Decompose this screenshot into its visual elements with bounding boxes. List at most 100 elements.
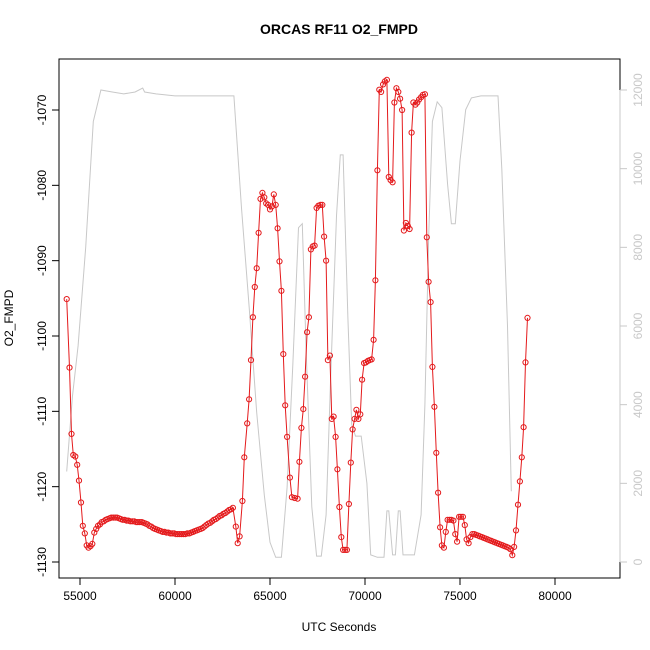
data-point <box>437 524 444 531</box>
data-point <box>332 433 339 440</box>
data-point <box>338 534 345 541</box>
data-point <box>510 543 518 551</box>
data-point <box>450 517 457 524</box>
data-point <box>431 403 438 410</box>
data-point <box>284 433 291 440</box>
chart-title: ORCAS RF11 O2_FMPD <box>260 21 418 37</box>
data-point <box>518 454 525 461</box>
data-point <box>456 513 463 520</box>
data-point <box>423 234 430 241</box>
data-point <box>433 449 440 456</box>
primary-series-line <box>66 78 528 558</box>
y-tick-label: -1080 <box>35 170 49 201</box>
data-point <box>294 495 301 502</box>
data-point <box>68 430 75 437</box>
data-point <box>274 225 281 232</box>
y2-tick-label: 8000 <box>631 234 645 261</box>
data-point <box>399 106 406 114</box>
y2-tick-label: 4000 <box>631 391 645 418</box>
data-point <box>270 191 277 198</box>
y2-tick-label: 0 <box>631 558 645 565</box>
data-point <box>89 540 96 548</box>
y2-tick-label: 6000 <box>631 312 645 339</box>
data-point <box>112 514 119 521</box>
x-tick-label: 80000 <box>538 589 572 603</box>
x-axis: 55000 60000 65000 70000 75000 80000 <box>63 577 572 603</box>
data-point <box>442 528 449 536</box>
data-point <box>370 336 377 343</box>
data-point <box>357 411 364 418</box>
data-point <box>199 525 206 532</box>
data-point <box>133 519 140 526</box>
data-point <box>123 517 130 524</box>
data-point <box>509 552 516 559</box>
data-point <box>425 278 432 285</box>
y-tick-label: -1090 <box>35 245 49 276</box>
data-point <box>276 258 283 265</box>
data-point <box>253 265 260 272</box>
y2-tick-label: 12000 <box>631 73 645 107</box>
secondary-series-line <box>66 87 512 558</box>
data-point <box>234 540 241 547</box>
data-point <box>229 504 236 511</box>
data-point <box>446 516 453 523</box>
data-point <box>465 540 472 547</box>
y-tick-label: -1130 <box>35 547 49 577</box>
data-point <box>249 314 256 321</box>
data-point <box>385 173 392 181</box>
data-point <box>404 222 411 230</box>
data-point <box>311 242 318 249</box>
y2-tick-label: 10000 <box>631 152 645 186</box>
data-point <box>522 359 529 366</box>
data-point <box>134 519 141 526</box>
data-point <box>296 458 303 465</box>
data-point <box>323 257 330 264</box>
data-point <box>246 396 253 403</box>
data-point <box>383 76 390 84</box>
data-point <box>457 513 464 520</box>
x-tick-label: 55000 <box>63 589 97 603</box>
data-point <box>236 533 243 540</box>
data-point <box>359 376 366 383</box>
data-point <box>400 227 407 234</box>
data-point <box>391 99 398 106</box>
data-point <box>395 88 402 96</box>
data-point <box>429 363 436 370</box>
data-point <box>244 420 251 427</box>
x-tick-label: 75000 <box>443 589 477 603</box>
data-point <box>282 402 289 409</box>
y-tick-label: -1070 <box>35 94 49 125</box>
data-point <box>74 461 81 468</box>
data-point <box>378 88 385 96</box>
data-point <box>286 474 293 481</box>
data-point <box>336 503 343 511</box>
data-point <box>444 516 451 523</box>
y2-tick-label: 2000 <box>631 470 645 497</box>
data-point <box>334 466 341 473</box>
data-point <box>163 529 170 536</box>
data-point <box>228 506 235 513</box>
data-point <box>232 523 239 530</box>
data-point <box>512 527 520 534</box>
x-axis-label: UTC Seconds <box>302 620 377 634</box>
data-point <box>440 544 447 551</box>
data-point <box>66 364 73 371</box>
data-point <box>291 494 298 502</box>
data-point <box>343 546 350 554</box>
data-point <box>255 229 262 236</box>
data-point <box>79 522 86 529</box>
data-point <box>319 201 326 208</box>
data-point <box>368 356 375 363</box>
data-point <box>459 513 466 520</box>
y-axis-left: -1130 -1120 -1110 -1100 -1090 -1080 -1070 <box>35 94 60 577</box>
data-point <box>454 538 461 545</box>
data-point <box>520 424 527 431</box>
data-point <box>298 424 305 431</box>
y-tick-label: -1120 <box>35 471 49 501</box>
data-point <box>469 531 476 538</box>
data-point <box>278 287 285 294</box>
data-point <box>397 95 404 102</box>
data-point <box>514 501 522 508</box>
data-point <box>302 373 309 380</box>
data-point <box>239 497 246 505</box>
